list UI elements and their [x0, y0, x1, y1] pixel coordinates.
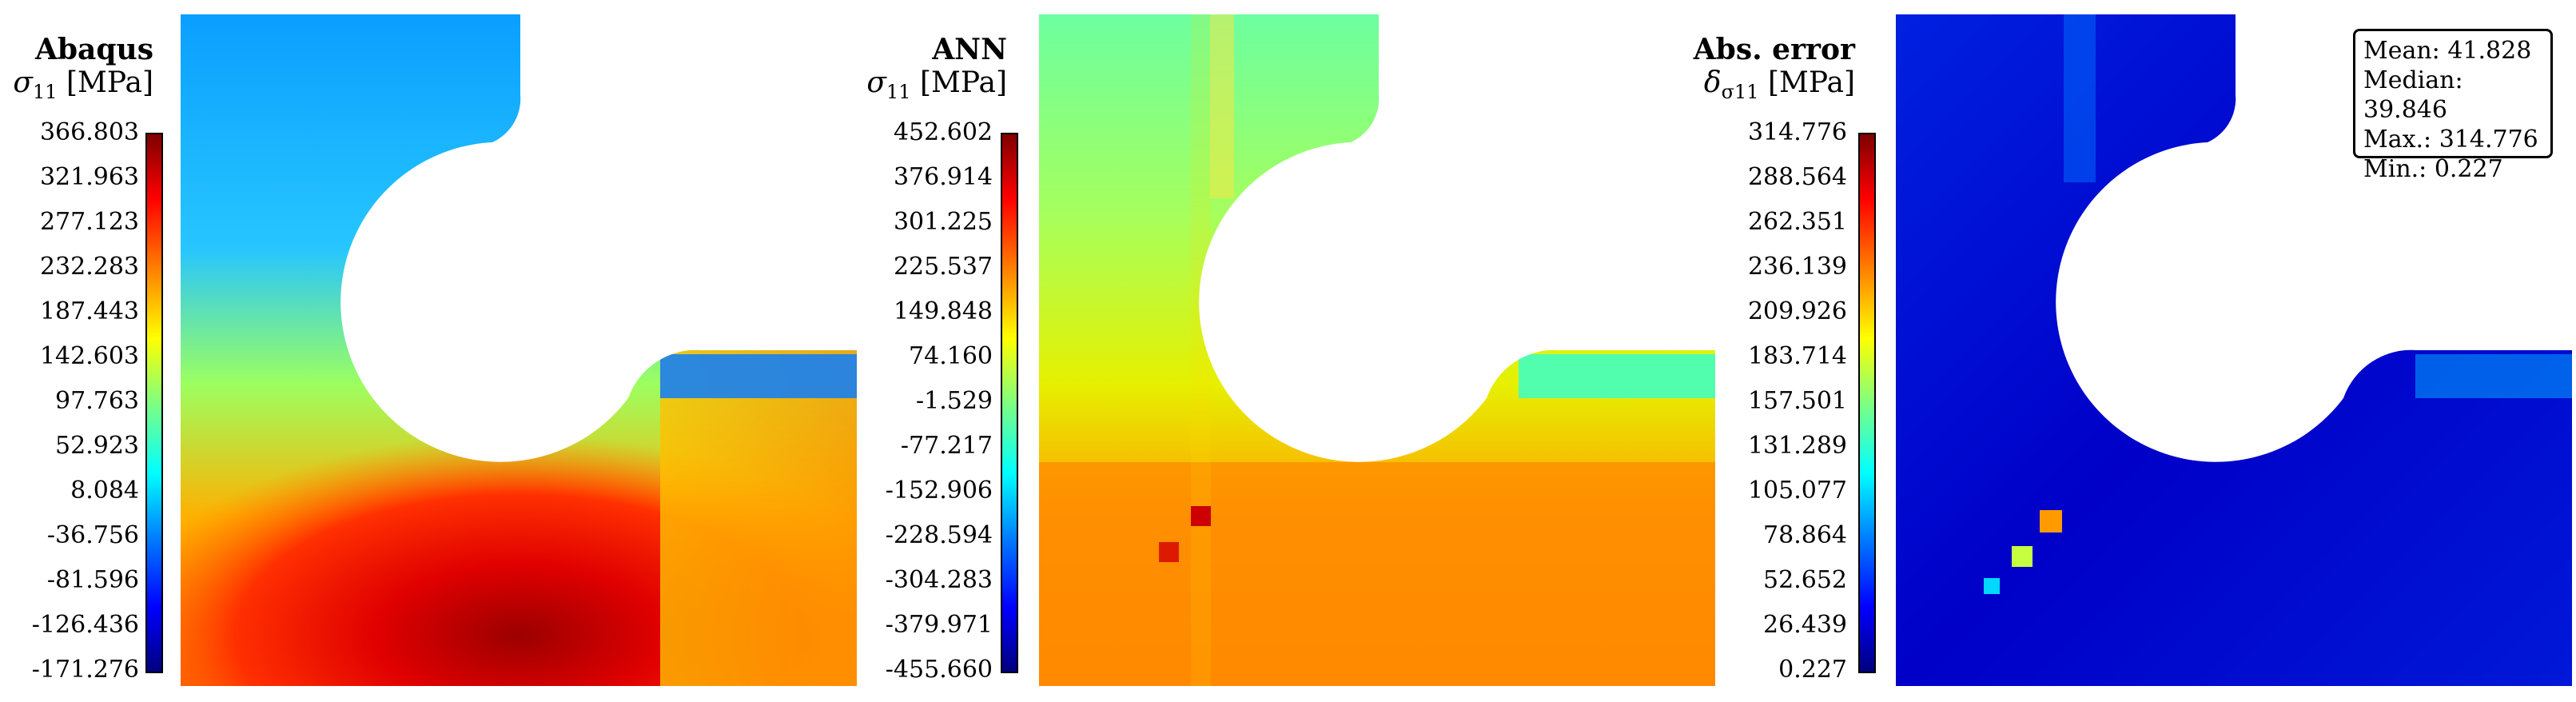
quantity-subscript: σ11	[1721, 81, 1759, 104]
colorbar-tick-label: 288.564	[1747, 163, 1847, 191]
colorbar-tick-label: 0.227	[1778, 656, 1847, 684]
field-band	[1519, 354, 1715, 398]
colorbar-tick-label: 26.439	[1763, 611, 1847, 639]
colorbar-tick-label: 105.077	[1747, 477, 1847, 505]
colorbar-tick-label: 277.123	[39, 208, 139, 236]
quantity-label: σ11 [MPa]	[13, 67, 153, 108]
colorbar-tick-label: 314.776	[1747, 118, 1847, 146]
colorbar-tick-label: 301.225	[893, 208, 993, 236]
panel-title: Abs. error	[1693, 33, 1855, 66]
notch-cutout	[1199, 14, 1715, 462]
colorbar-tick-label: -171.276	[31, 656, 139, 684]
colorbar-tick-label: 209.926	[1747, 297, 1847, 325]
colorbar-tick-label: 78.864	[1763, 521, 1847, 549]
error-spot	[1159, 542, 1179, 562]
stat-median: Median: 39.846	[2363, 66, 2463, 124]
colorbar-tick-label: 232.283	[39, 253, 139, 281]
colorbar	[145, 133, 163, 673]
field-region	[660, 350, 857, 686]
colorbar-tick-label: -455.660	[885, 656, 993, 684]
unit-label: [MPa]	[1767, 66, 1855, 99]
error-spot	[2040, 510, 2062, 532]
panel-title: ANN	[932, 33, 1007, 66]
colorbar-tick-label: 52.923	[55, 432, 139, 460]
field-band	[660, 354, 857, 398]
colorbar-tick-label: -77.217	[900, 432, 993, 460]
quantity-label: δσ11 [MPa]	[1704, 67, 1855, 108]
colorbar-tick-label: -81.596	[46, 566, 139, 594]
colorbar-tick-label: 366.803	[39, 118, 139, 146]
colorbar-tick-label: 376.914	[893, 163, 993, 191]
colorbar-tick-label: 321.963	[39, 163, 139, 191]
colorbar-tick-label: -1.529	[915, 387, 993, 415]
panel-error: Abs. error δσ11 [MPa] 314.776 288.564 262.…	[1694, 0, 1898, 702]
colorbar-tick-label: 8.084	[70, 477, 139, 505]
quantity-symbol: σ	[866, 66, 886, 99]
statistics-legend: Mean: 41.828 Median: 39.846 Max.: 314.77…	[2353, 29, 2553, 183]
colorbar-tick-label: 52.652	[1763, 566, 1847, 594]
colorbar-tick-label: 142.603	[39, 342, 139, 370]
stat-min: Min.: 0.227	[2363, 155, 2503, 183]
field-region	[1039, 462, 1715, 686]
colorbar-tick-label: 149.848	[893, 297, 993, 325]
colorbar-tick-label: 187.443	[39, 297, 139, 325]
panel-ann: ANN σ11 [MPa] 452.602 376.914 301.225 225.5…	[855, 0, 1039, 702]
quantity-subscript: 11	[886, 81, 911, 104]
colorbar-tick-label: -36.756	[46, 521, 139, 549]
panel-title: Abaqus	[34, 33, 153, 66]
error-spot	[1191, 506, 1211, 526]
colorbar-tick-label: -379.971	[885, 611, 993, 639]
colorbar	[1858, 133, 1876, 673]
colorbar-tick-label: -126.436	[31, 611, 139, 639]
stat-max: Max.: 314.776	[2363, 126, 2538, 154]
error-spot	[2012, 546, 2033, 567]
colorbar-tick-label: 97.763	[55, 387, 139, 415]
error-spot	[1984, 578, 2000, 594]
quantity-symbol: σ	[13, 66, 33, 99]
colorbar-tick-label: 225.537	[893, 253, 993, 281]
colorbar-tick-label: 262.351	[1747, 208, 1847, 236]
field-band	[2064, 14, 2096, 182]
colorbar-tick-label: -228.594	[885, 521, 993, 549]
unit-label: [MPa]	[919, 66, 1007, 99]
colorbar-tick-label: 74.160	[909, 342, 993, 370]
colorbar-tick-label: -152.906	[885, 477, 993, 505]
colorbar-tick-label: 157.501	[1747, 387, 1847, 415]
unit-label: [MPa]	[66, 66, 153, 99]
field-plot-ann	[1039, 14, 1715, 686]
notch-cutout	[340, 14, 857, 462]
panel-abaqus: Abaqus σ11 [MPa] 366.803 321.963 277.123 23…	[0, 0, 176, 702]
colorbar	[1001, 133, 1018, 673]
colorbar-tick-label: 131.289	[1747, 432, 1847, 460]
field-plot-abaqus	[181, 14, 857, 686]
colorbar-tick-label: 452.602	[893, 118, 993, 146]
field-band	[1210, 14, 1234, 198]
quantity-symbol: δ	[1703, 66, 1722, 99]
colorbar-tick-label: -304.283	[885, 566, 993, 594]
field-band	[2415, 354, 2572, 398]
quantity-label: σ11 [MPa]	[866, 67, 1007, 108]
colorbar-tick-label: 183.714	[1747, 342, 1847, 370]
quantity-subscript: 11	[32, 81, 58, 104]
stat-mean: Mean: 41.828	[2363, 37, 2532, 65]
colorbar-tick-label: 236.139	[1747, 253, 1847, 281]
